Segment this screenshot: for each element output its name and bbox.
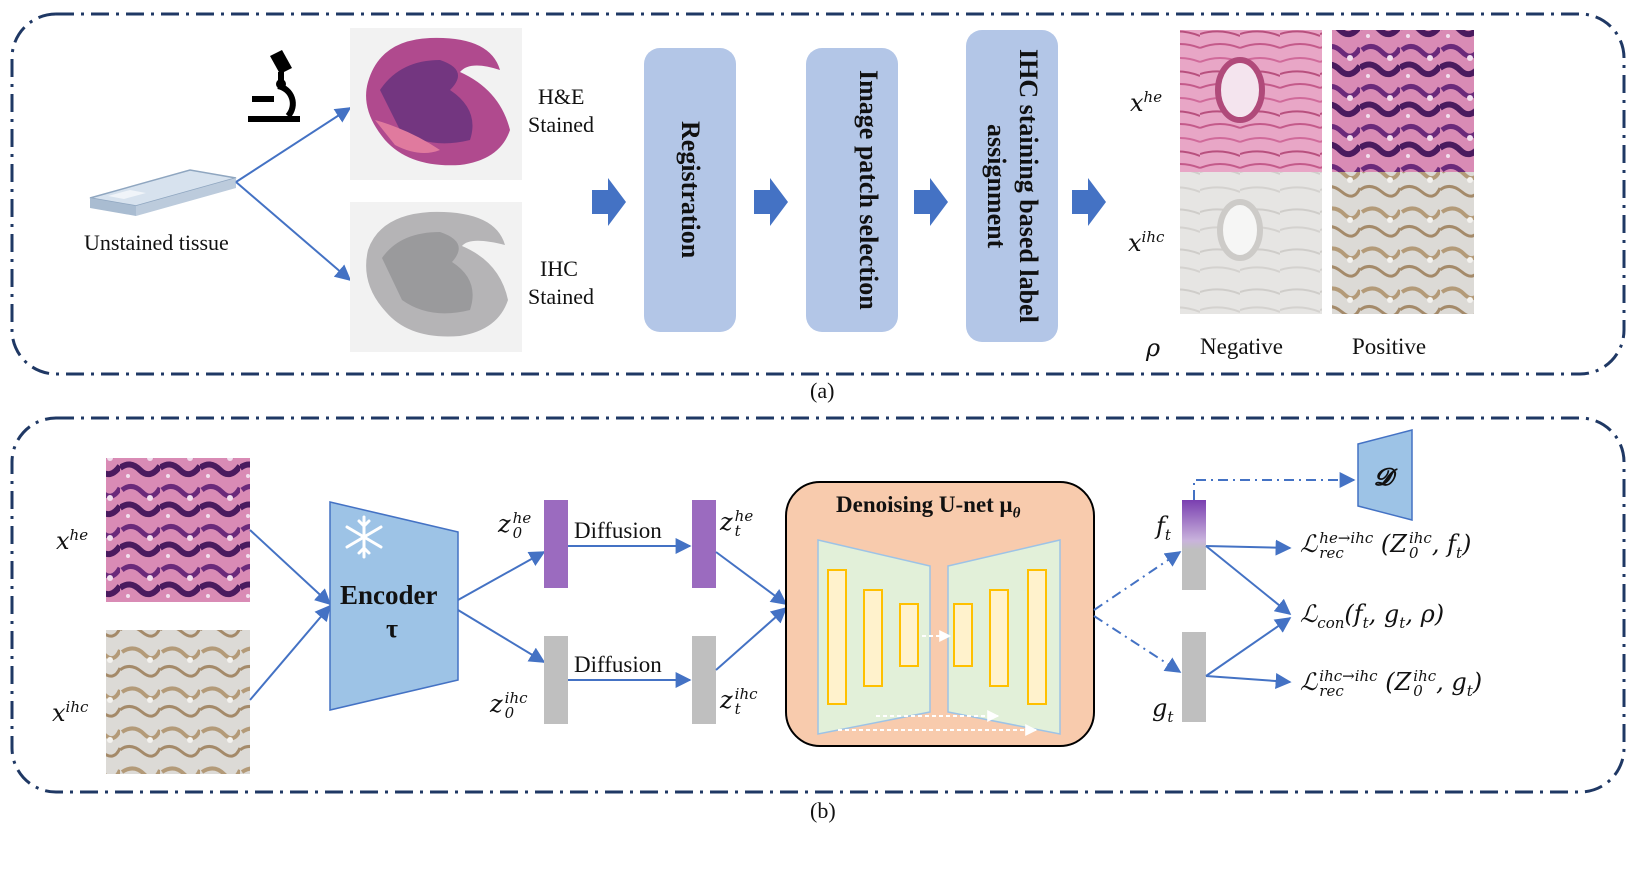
arrow-ft-to-loss-rec-he — [1205, 539, 1292, 556]
patch-selection-label: Image patch selection — [854, 70, 883, 310]
z0-he-label: z he 0 — [498, 508, 532, 542]
z0-ihc-latent — [544, 636, 568, 724]
he-stained-label-1: H&E — [538, 84, 585, 109]
arrow-ft-to-loss-con — [1205, 545, 1292, 616]
ihc-input-patch — [106, 630, 250, 774]
x-he-label-a: xhe — [1130, 88, 1163, 117]
gt-label: gt — [1152, 694, 1174, 726]
caption-b: (b) — [810, 798, 836, 823]
patch-selection-step: Image patch selection — [806, 48, 898, 332]
he-input-patch — [106, 458, 250, 602]
diffusion-label-2: Diffusion — [574, 652, 662, 677]
ihc-stained-label-2: Stained — [528, 284, 594, 309]
arrow-ztihc-to-unet — [715, 606, 788, 671]
arrow-zthe-to-unet — [715, 551, 788, 605]
unstained-tissue-label: Unstained tissue — [84, 230, 229, 255]
block-arrow-4 — [1072, 178, 1106, 226]
arrow-unet-to-gt — [1093, 615, 1182, 673]
block-arrow-2 — [754, 178, 788, 226]
registration-label: Registration — [676, 121, 705, 259]
z0-ihc-label: z ihc 0 — [490, 688, 528, 722]
diffusion-label-1: Diffusion — [574, 518, 662, 543]
he-positive-patch — [1332, 30, 1474, 172]
arrow-slide-to-ihc — [235, 181, 352, 282]
arrow-ft-to-discriminator — [1193, 472, 1356, 500]
label-assignment-label: IHC staining based label assignment — [982, 49, 1043, 323]
arrow-unet-to-ft — [1093, 551, 1182, 611]
label-assignment-step: IHC staining based label assignment — [966, 30, 1058, 342]
x-ihc-label-a: xihc — [1128, 228, 1165, 257]
arrow-gt-to-loss-rec-ihc — [1205, 672, 1292, 689]
he-stained-label-2: Stained — [528, 112, 594, 137]
arrow-ihc-to-encoder — [249, 604, 332, 701]
arrow-gt-to-loss-con — [1205, 617, 1292, 677]
x-ihc-label-b: xihc — [52, 698, 89, 727]
encoder-symbol: τ — [386, 614, 398, 643]
block-arrow-3 — [914, 178, 948, 226]
arrow-slide-to-he — [235, 107, 352, 183]
discriminator-label: 𝓓 — [1374, 462, 1393, 491]
microscope-icon — [248, 50, 300, 122]
zt-he-latent — [692, 500, 716, 588]
arrow-encoder-to-z0ihc — [457, 609, 546, 663]
registration-step: Registration — [644, 48, 736, 332]
ihc-stained-label-1: IHC — [540, 256, 578, 281]
encoder-title: Encoder — [340, 580, 438, 610]
x-he-label-b: xhe — [56, 526, 89, 555]
caption-a: (a) — [810, 378, 835, 403]
positive-label: Positive — [1352, 334, 1427, 359]
ft-label: ft — [1156, 512, 1171, 544]
gt-feature — [1182, 632, 1206, 722]
encoder-block — [329, 501, 459, 711]
block-arrow-1 — [592, 178, 626, 226]
unet-title: Denoising U-net μθ — [836, 492, 1021, 522]
rho-label: ρ — [1146, 334, 1161, 362]
he-slide-image — [350, 28, 522, 180]
loss-con-label: ℒcon(ft, gt, ρ) — [1300, 600, 1445, 632]
zt-ihc-latent — [692, 636, 716, 724]
arrow-he-to-encoder — [249, 529, 332, 606]
z0-he-latent — [544, 500, 568, 588]
ihc-positive-patch — [1332, 172, 1474, 314]
negative-label: Negative — [1200, 334, 1284, 359]
ft-feature — [1182, 500, 1206, 590]
zt-ihc-label: z ihc t — [720, 684, 758, 718]
discriminator-block — [1357, 429, 1413, 521]
zt-he-label: z he t — [720, 506, 754, 540]
snowflake-icon — [345, 515, 383, 559]
panel-a-border — [10, 12, 1626, 376]
glass-slide-icon — [89, 169, 237, 216]
panel-b-border — [10, 416, 1626, 794]
arrow-encoder-to-z0he — [457, 551, 546, 601]
ihc-slide-image — [350, 202, 522, 352]
